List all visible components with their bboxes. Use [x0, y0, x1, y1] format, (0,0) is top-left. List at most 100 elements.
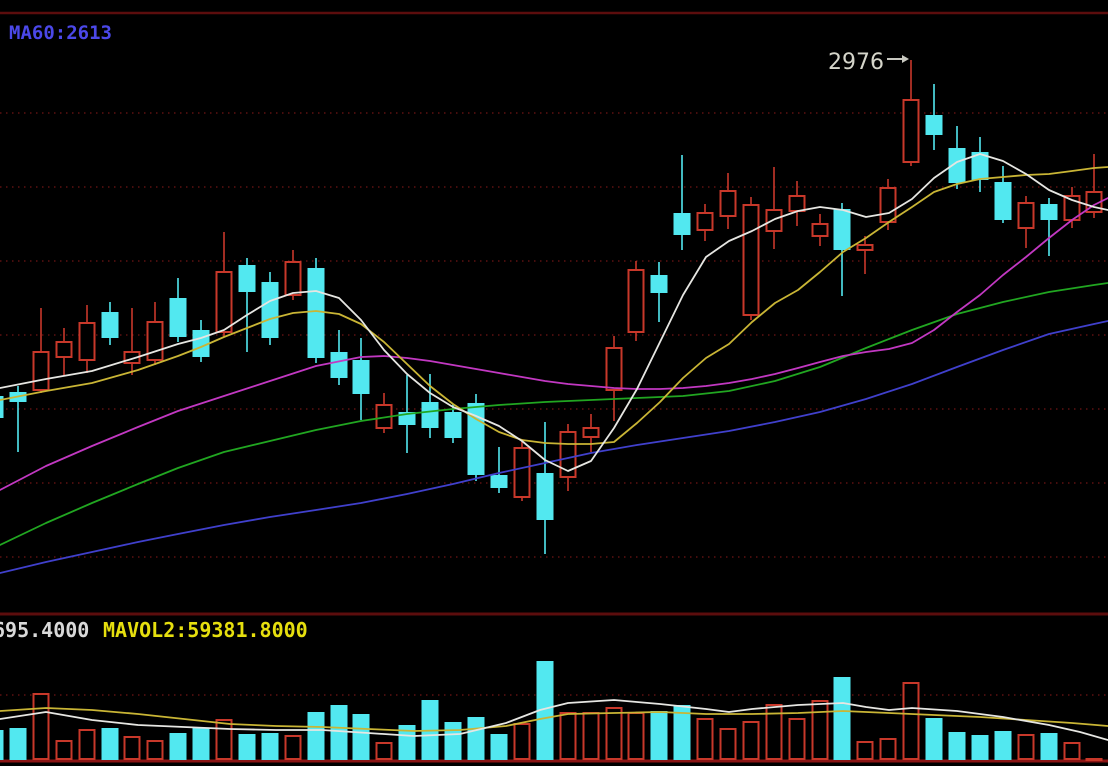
volume-bar	[833, 677, 851, 760]
candle-body	[55, 341, 73, 358]
volume-bar	[673, 705, 691, 760]
volume-bar	[856, 741, 874, 760]
volume-bar	[902, 682, 920, 760]
candle-body	[879, 187, 897, 223]
volume-bar	[1085, 758, 1103, 761]
volume-bar	[582, 712, 600, 760]
mavol1-value: 695.4000	[0, 618, 89, 642]
volume-bar	[55, 740, 73, 760]
high-annotation-arrow	[887, 55, 909, 63]
candle-body	[811, 223, 829, 237]
candle-body	[215, 271, 233, 333]
volume-bar	[879, 738, 897, 760]
volume-bar	[1017, 734, 1035, 760]
candle-body	[925, 115, 943, 135]
candle-body	[994, 182, 1012, 220]
candle-body	[490, 475, 508, 488]
candle-body	[582, 427, 600, 438]
candle-body	[146, 321, 164, 361]
volume-bar	[444, 722, 462, 760]
candle-body	[856, 244, 874, 251]
volume-bar	[719, 728, 737, 760]
volume-bar	[375, 742, 393, 760]
candle-body	[948, 148, 966, 183]
volume-bar	[811, 700, 829, 760]
volume-bar	[490, 734, 508, 760]
ma40-line	[0, 282, 1108, 546]
candle-body	[444, 412, 462, 438]
volume-bar	[238, 734, 256, 760]
candle-body	[330, 352, 348, 378]
volume-bar	[948, 732, 966, 760]
candle-body	[261, 282, 279, 338]
pane-borders	[0, 11, 1108, 763]
candle-body	[971, 152, 989, 180]
volume-bar	[467, 717, 485, 760]
volume-bar	[1040, 733, 1058, 760]
candles	[0, 60, 1103, 554]
volume-bar	[765, 704, 783, 760]
high-annotation-label: 2976	[828, 50, 884, 75]
ma-lines	[0, 153, 1108, 574]
candle-body	[238, 265, 256, 292]
candle-body	[536, 473, 554, 520]
ma5-line	[0, 153, 1108, 472]
candle-body	[719, 190, 737, 217]
mavol2-label: MAVOL2:59381.8000	[103, 618, 308, 642]
volume-bar	[627, 712, 645, 760]
volume-bar	[605, 707, 623, 760]
mavol-lines	[0, 699, 1108, 741]
volume-bar	[559, 712, 577, 760]
candle-body	[123, 351, 141, 364]
volume-bar	[101, 728, 119, 760]
candle-body	[101, 312, 119, 338]
volume-bar	[123, 736, 141, 760]
volume-bar	[398, 725, 416, 760]
volume-bar	[536, 661, 554, 760]
ma60-line	[0, 320, 1108, 574]
candle-body	[307, 268, 325, 358]
volume-bar	[169, 733, 187, 760]
ma60-label: MA60:2613	[9, 22, 112, 44]
candle-body	[284, 261, 302, 296]
candle-body	[650, 275, 668, 293]
candle-body	[742, 204, 760, 316]
volume-bar	[9, 728, 27, 760]
volume-bar	[696, 718, 714, 760]
candle-body	[833, 209, 851, 250]
candle-body	[32, 351, 50, 391]
volume-bar	[352, 714, 370, 760]
candle-body	[0, 396, 4, 418]
volume-bar	[971, 735, 989, 760]
volume-bar	[0, 730, 4, 760]
volume-bar	[994, 731, 1012, 760]
candle-body	[78, 322, 96, 361]
candle-body	[1017, 202, 1035, 229]
candle-body	[605, 347, 623, 391]
volume-bars	[0, 661, 1103, 761]
volume-bar	[925, 718, 943, 760]
candle-body	[421, 402, 439, 428]
candle-body	[1040, 204, 1058, 220]
volume-bar	[261, 733, 279, 760]
volume-bar	[650, 711, 668, 760]
candle-body	[788, 195, 806, 212]
candle-body	[169, 298, 187, 337]
candle-body	[696, 212, 714, 231]
volume-bar	[78, 729, 96, 760]
gridlines	[0, 112, 1108, 696]
ma20-line	[0, 197, 1108, 491]
volume-bar	[192, 728, 210, 760]
volume-bar	[330, 705, 348, 760]
candle-body	[352, 360, 370, 394]
volume-bar	[1063, 742, 1081, 760]
candle-body	[513, 447, 531, 498]
volume-bar	[307, 712, 325, 760]
volume-bar	[513, 723, 531, 760]
mavol2-line	[0, 707, 1108, 732]
volume-bar	[32, 693, 50, 760]
volume-bar	[742, 721, 760, 760]
candle-body	[673, 213, 691, 235]
